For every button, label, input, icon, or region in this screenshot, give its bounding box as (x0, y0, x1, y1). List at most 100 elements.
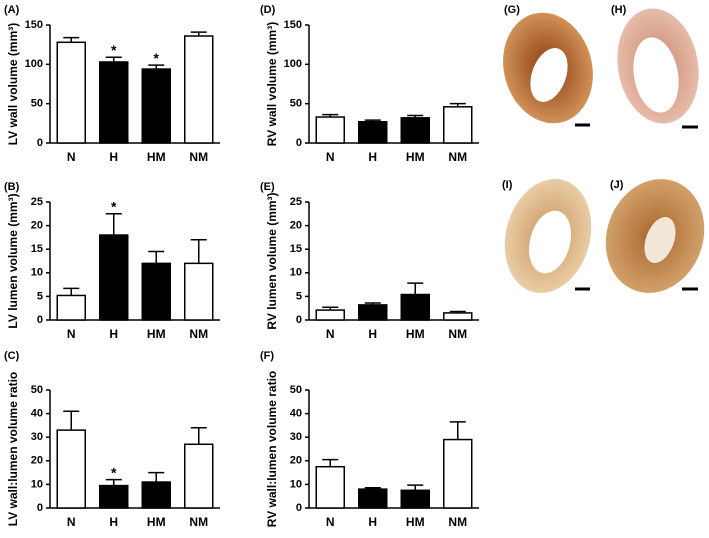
x-tick-label: NM (189, 515, 208, 529)
photo-label: (J) (610, 179, 624, 191)
x-tick-label: NM (448, 150, 467, 164)
bar (56, 429, 86, 509)
bar (184, 35, 214, 144)
significance-marker: * (111, 42, 117, 58)
y-tick-label: 10 (290, 478, 302, 490)
y-axis-label: LV lumen volume (mm³) (6, 193, 20, 328)
photo-label: (H) (611, 4, 627, 16)
bar (99, 61, 129, 144)
x-tick-label: H (109, 327, 118, 341)
x-tick-label: H (109, 515, 118, 529)
y-tick-label: 50 (31, 98, 43, 110)
y-tick-label: 40 (290, 408, 302, 420)
bar (141, 481, 171, 509)
y-tick-label: 50 (290, 384, 302, 396)
y-tick-label: 10 (31, 478, 43, 490)
x-tick-label: HM (147, 327, 166, 341)
x-tick-label: HM (406, 515, 425, 529)
y-tick-label: 150 (284, 19, 302, 31)
x-tick-label: NM (448, 327, 467, 341)
bar (400, 293, 430, 321)
y-axis-label: RV wall:lumen volume ratio (265, 371, 279, 527)
bar (358, 488, 388, 509)
photo-i (504, 178, 592, 294)
y-tick-label: 25 (31, 196, 43, 208)
y-tick-label: 20 (31, 220, 43, 232)
panel-label: (D) (260, 4, 276, 16)
y-tick-label: 30 (290, 431, 302, 443)
bar (56, 41, 86, 144)
y-axis-label: RV wall volume (mm³) (265, 22, 279, 146)
photo-j (605, 179, 705, 293)
panel-label: (B) (4, 181, 20, 193)
x-tick-label: N (326, 515, 335, 529)
x-tick-label: NM (189, 327, 208, 341)
bar (141, 262, 171, 321)
y-axis-label: LV wall:lumen volume ratio (6, 372, 20, 526)
x-tick-label: N (67, 327, 76, 341)
significance-marker: * (111, 464, 117, 480)
bar (315, 116, 345, 144)
y-tick-label: 40 (31, 408, 43, 420)
y-tick-label: 150 (25, 19, 43, 31)
y-tick-label: 0 (296, 502, 302, 514)
photo-h (617, 8, 699, 129)
photo-label: (G) (504, 4, 520, 16)
x-tick-label: H (368, 150, 377, 164)
x-tick-label: HM (406, 150, 425, 164)
x-tick-label: H (368, 327, 377, 341)
y-tick-label: 50 (31, 384, 43, 396)
panel-label: (C) (4, 350, 20, 362)
y-axis-label: RV lumen volume (mm³) (265, 192, 279, 329)
y-tick-label: 5 (296, 290, 302, 302)
bar (99, 234, 129, 321)
y-tick-label: 100 (284, 58, 302, 70)
x-tick-label: N (67, 150, 76, 164)
bar (315, 465, 345, 509)
y-tick-label: 20 (31, 455, 43, 467)
bar (56, 294, 86, 321)
bar (400, 117, 430, 144)
bar (358, 121, 388, 144)
y-tick-label: 15 (31, 243, 43, 255)
x-tick-label: N (326, 327, 335, 341)
photo-label: (I) (502, 179, 513, 191)
y-tick-label: 0 (37, 314, 43, 326)
bar (141, 68, 171, 144)
bar (443, 438, 473, 509)
bar (358, 304, 388, 321)
x-tick-label: HM (406, 327, 425, 341)
bar (443, 312, 473, 321)
bar (315, 309, 345, 321)
y-axis-label: LV wall volume (mm³) (6, 23, 20, 145)
y-tick-label: 15 (290, 243, 302, 255)
y-tick-label: 25 (290, 196, 302, 208)
y-tick-label: 20 (290, 220, 302, 232)
y-tick-label: 0 (37, 137, 43, 149)
y-tick-label: 10 (290, 267, 302, 279)
y-tick-label: 5 (37, 290, 43, 302)
x-tick-label: NM (448, 515, 467, 529)
y-tick-label: 0 (37, 502, 43, 514)
y-tick-label: 50 (290, 98, 302, 110)
bar (184, 262, 214, 321)
x-tick-label: H (368, 515, 377, 529)
bar (184, 443, 214, 509)
x-tick-label: N (67, 515, 76, 529)
panel-label: (A) (4, 4, 20, 16)
x-tick-label: NM (189, 150, 208, 164)
significance-marker: * (154, 50, 160, 66)
photo-g (503, 12, 593, 127)
y-tick-label: 0 (296, 137, 302, 149)
x-tick-label: HM (147, 515, 166, 529)
panel-label: (E) (260, 181, 275, 193)
y-tick-label: 0 (296, 314, 302, 326)
bar (99, 484, 129, 509)
bar (400, 489, 430, 509)
y-tick-label: 20 (290, 455, 302, 467)
y-tick-label: 100 (25, 58, 43, 70)
x-tick-label: HM (147, 150, 166, 164)
significance-marker: * (111, 199, 117, 215)
x-tick-label: H (109, 150, 118, 164)
